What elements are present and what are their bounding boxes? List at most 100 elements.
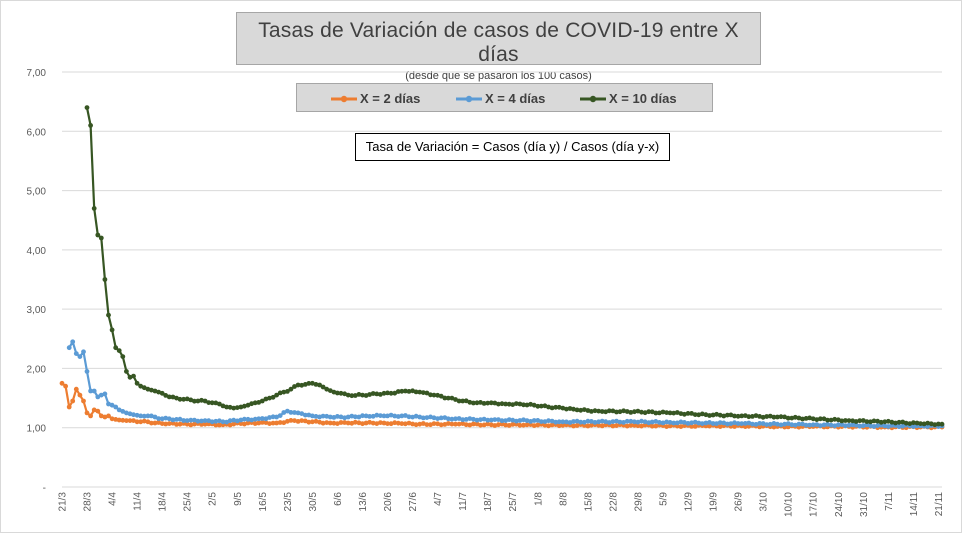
x-tick-label: 26/9 bbox=[734, 492, 745, 512]
data-point bbox=[667, 420, 673, 425]
data-point bbox=[471, 400, 476, 406]
data-point bbox=[324, 386, 330, 392]
data-point bbox=[152, 388, 158, 394]
data-point bbox=[460, 398, 466, 404]
data-point bbox=[370, 413, 376, 419]
data-point bbox=[911, 420, 916, 426]
data-point bbox=[403, 421, 408, 427]
data-point bbox=[932, 422, 938, 428]
data-point bbox=[803, 422, 809, 428]
data-point bbox=[925, 424, 931, 429]
data-point bbox=[352, 414, 358, 420]
data-point bbox=[345, 420, 351, 426]
data-point bbox=[538, 403, 544, 409]
x-tick-label: 16/5 bbox=[258, 492, 269, 512]
data-point bbox=[288, 418, 294, 423]
data-point bbox=[860, 418, 866, 423]
x-tick-label: 23/5 bbox=[283, 492, 294, 512]
data-point bbox=[338, 414, 344, 420]
data-point bbox=[571, 406, 576, 412]
data-point bbox=[796, 415, 802, 421]
data-point bbox=[295, 410, 301, 416]
data-point bbox=[492, 417, 498, 422]
data-point bbox=[789, 422, 795, 428]
data-point bbox=[657, 410, 662, 416]
data-point bbox=[245, 402, 251, 408]
data-point bbox=[163, 415, 169, 421]
data-point bbox=[181, 396, 187, 402]
data-point bbox=[732, 424, 737, 429]
data-point bbox=[399, 413, 405, 419]
data-point bbox=[860, 423, 866, 429]
data-point bbox=[413, 389, 419, 395]
data-point bbox=[803, 416, 809, 421]
x-tick-label: 20/6 bbox=[383, 492, 394, 512]
data-point bbox=[327, 388, 333, 393]
data-point bbox=[921, 421, 927, 427]
data-point bbox=[367, 392, 372, 397]
data-point bbox=[106, 312, 111, 318]
data-point bbox=[621, 420, 626, 425]
data-point bbox=[857, 418, 863, 424]
data-point bbox=[546, 423, 551, 429]
data-point bbox=[124, 418, 129, 423]
data-point bbox=[564, 419, 569, 425]
data-point bbox=[775, 414, 780, 420]
data-point bbox=[739, 421, 745, 426]
data-point bbox=[503, 418, 508, 423]
data-point bbox=[739, 413, 745, 419]
data-point bbox=[199, 422, 204, 427]
data-point bbox=[274, 392, 279, 398]
data-point bbox=[574, 423, 580, 428]
data-point bbox=[367, 414, 372, 419]
data-point bbox=[889, 419, 895, 425]
data-point bbox=[685, 411, 691, 416]
data-point bbox=[91, 407, 97, 413]
data-point bbox=[725, 421, 730, 427]
data-point bbox=[417, 421, 423, 427]
data-point bbox=[635, 408, 641, 414]
data-point bbox=[306, 412, 312, 418]
data-point bbox=[792, 422, 798, 428]
data-point bbox=[664, 419, 669, 425]
data-point bbox=[503, 401, 508, 407]
data-point bbox=[478, 417, 483, 422]
data-point bbox=[417, 389, 423, 395]
data-point bbox=[327, 414, 333, 420]
data-point bbox=[560, 419, 566, 425]
data-point bbox=[531, 423, 537, 428]
x-tick-label: 13/6 bbox=[358, 492, 369, 512]
data-point bbox=[571, 419, 576, 424]
data-point bbox=[689, 420, 694, 426]
data-point bbox=[263, 396, 269, 402]
data-point bbox=[678, 419, 684, 425]
data-point bbox=[360, 392, 365, 398]
x-tick-label: 15/8 bbox=[583, 492, 594, 512]
data-point bbox=[721, 413, 727, 419]
data-point bbox=[195, 398, 201, 404]
data-point bbox=[435, 416, 440, 421]
data-point bbox=[589, 422, 594, 428]
data-point bbox=[317, 382, 322, 388]
data-point bbox=[682, 420, 687, 425]
data-point bbox=[843, 418, 848, 423]
data-point bbox=[288, 386, 294, 392]
legend-item-series-2: X = 10 días bbox=[580, 90, 677, 106]
data-point bbox=[825, 417, 830, 423]
data-point bbox=[288, 410, 294, 415]
data-point bbox=[839, 418, 845, 424]
data-point bbox=[510, 417, 516, 423]
data-point bbox=[259, 416, 265, 421]
y-tick-label: 7,00 bbox=[27, 68, 47, 79]
data-point bbox=[356, 392, 362, 397]
series-group bbox=[59, 105, 945, 431]
x-tick-label: 7/11 bbox=[884, 492, 895, 511]
data-point bbox=[818, 423, 823, 428]
data-point bbox=[274, 420, 279, 426]
data-point bbox=[349, 393, 355, 399]
data-point bbox=[864, 419, 870, 424]
data-point bbox=[188, 422, 194, 428]
data-point bbox=[732, 413, 737, 419]
data-point bbox=[696, 420, 702, 426]
data-point bbox=[231, 405, 237, 411]
